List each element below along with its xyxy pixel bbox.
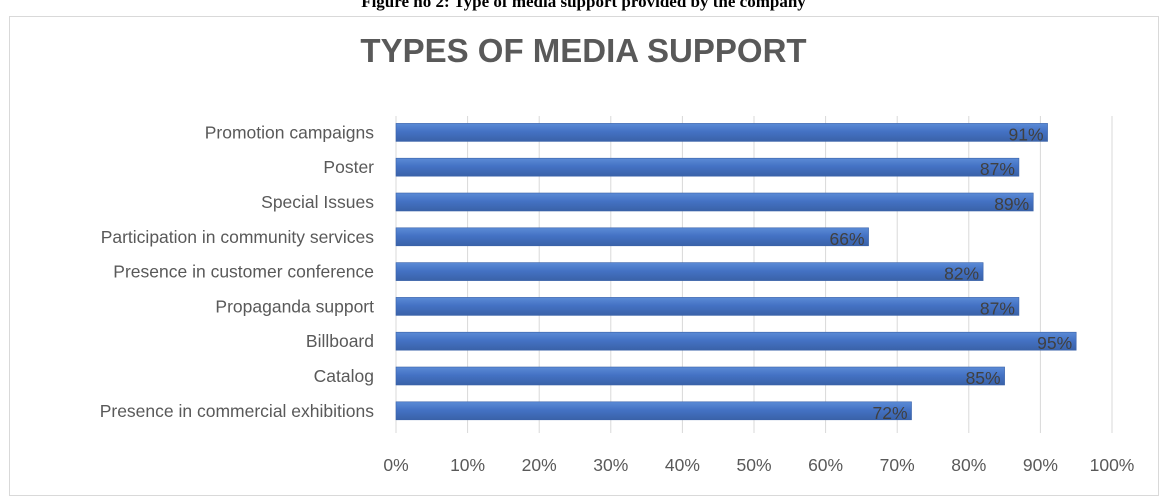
x-tick-label: 70% bbox=[880, 455, 915, 475]
bar bbox=[395, 123, 1048, 142]
bar bbox=[395, 401, 912, 421]
category-label: Poster bbox=[323, 157, 374, 177]
x-tick-label: 100% bbox=[1090, 455, 1135, 475]
x-tick-label: 50% bbox=[736, 455, 771, 475]
data-label: 72% bbox=[872, 403, 907, 423]
data-label: 66% bbox=[830, 229, 865, 249]
category-label: Propaganda support bbox=[215, 296, 374, 316]
bar bbox=[395, 157, 1020, 177]
category-label: Participation in community services bbox=[101, 227, 375, 247]
data-label: 87% bbox=[980, 298, 1015, 318]
x-tick-labels: 0% 10% 20% 30% 40% 50% 60% 70% 80% 90% 100% bbox=[383, 455, 1134, 475]
data-label: 87% bbox=[980, 159, 1015, 179]
x-tick-label: 20% bbox=[522, 455, 557, 475]
data-label: 91% bbox=[1009, 124, 1044, 144]
data-label: 82% bbox=[944, 264, 979, 284]
x-tick-label: 30% bbox=[593, 455, 628, 475]
bar bbox=[395, 366, 1005, 386]
data-labels: 91%87%89%66%82%87%95%85%72% bbox=[830, 124, 1073, 422]
bar bbox=[395, 192, 1034, 212]
category-label: Special Issues bbox=[261, 192, 374, 212]
bar bbox=[395, 297, 1020, 316]
category-label: Promotion campaigns bbox=[205, 122, 374, 142]
x-tick-label: 60% bbox=[808, 455, 843, 475]
data-label: 85% bbox=[966, 368, 1001, 388]
chart-title: TYPES OF MEDIA SUPPORT bbox=[360, 32, 807, 69]
bar bbox=[395, 331, 1077, 351]
x-tick-label: 90% bbox=[1023, 455, 1058, 475]
bars bbox=[395, 123, 1077, 421]
data-label: 95% bbox=[1037, 333, 1072, 353]
category-label: Catalog bbox=[314, 366, 374, 386]
category-label: Presence in commercial exhibitions bbox=[100, 401, 375, 421]
figure-caption: Figure no 2: Type of media support provi… bbox=[361, 0, 806, 11]
x-tick-label: 10% bbox=[450, 455, 485, 475]
data-label: 89% bbox=[994, 194, 1029, 214]
x-tick-label: 0% bbox=[383, 455, 408, 475]
category-labels: Promotion campaigns Poster Special Issues P… bbox=[100, 122, 375, 420]
category-label: Presence in customer conference bbox=[113, 262, 374, 282]
bar bbox=[395, 262, 984, 281]
bar bbox=[395, 227, 869, 247]
x-tick-label: 80% bbox=[951, 455, 986, 475]
x-tick-label: 40% bbox=[665, 455, 700, 475]
category-label: Billboard bbox=[306, 331, 374, 351]
